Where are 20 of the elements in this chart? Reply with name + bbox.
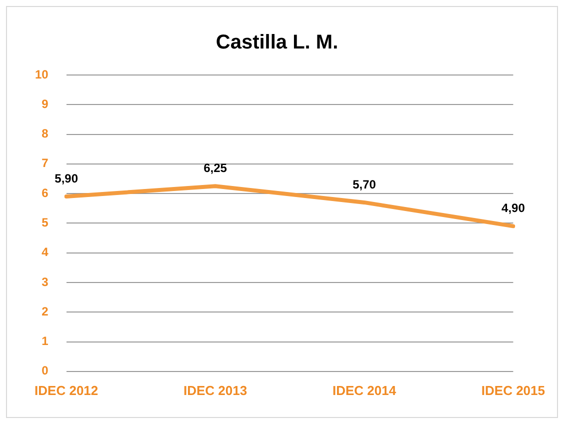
y-tick-label: 3 xyxy=(42,274,49,289)
x-tick-label: IDEC 2012 xyxy=(34,382,98,398)
y-tick-label: 6 xyxy=(42,186,49,200)
y-tick-label: 10 xyxy=(34,67,49,82)
x-tick-label: IDEC 2015 xyxy=(481,382,545,398)
chart-title: Castilla L. M. xyxy=(216,32,338,54)
y-tick-label: 8 xyxy=(42,126,49,141)
x-tick-label: IDEC 2014 xyxy=(332,382,397,398)
y-tick-label: 2 xyxy=(42,304,49,318)
y-tick-label: 9 xyxy=(42,96,49,111)
data-label: 5,90 xyxy=(54,172,78,186)
x-tick-label: IDEC 2013 xyxy=(184,382,248,398)
y-tick-label: 4 xyxy=(42,245,49,260)
y-tick-label: 5 xyxy=(42,216,49,230)
data-label: 5,70 xyxy=(352,177,376,192)
y-tick-label: 7 xyxy=(42,156,49,170)
data-label: 4,90 xyxy=(502,201,526,216)
y-tick-label: 1 xyxy=(42,334,49,348)
data-label: 6,25 xyxy=(204,161,228,176)
y-tick-label: 0 xyxy=(42,364,49,378)
